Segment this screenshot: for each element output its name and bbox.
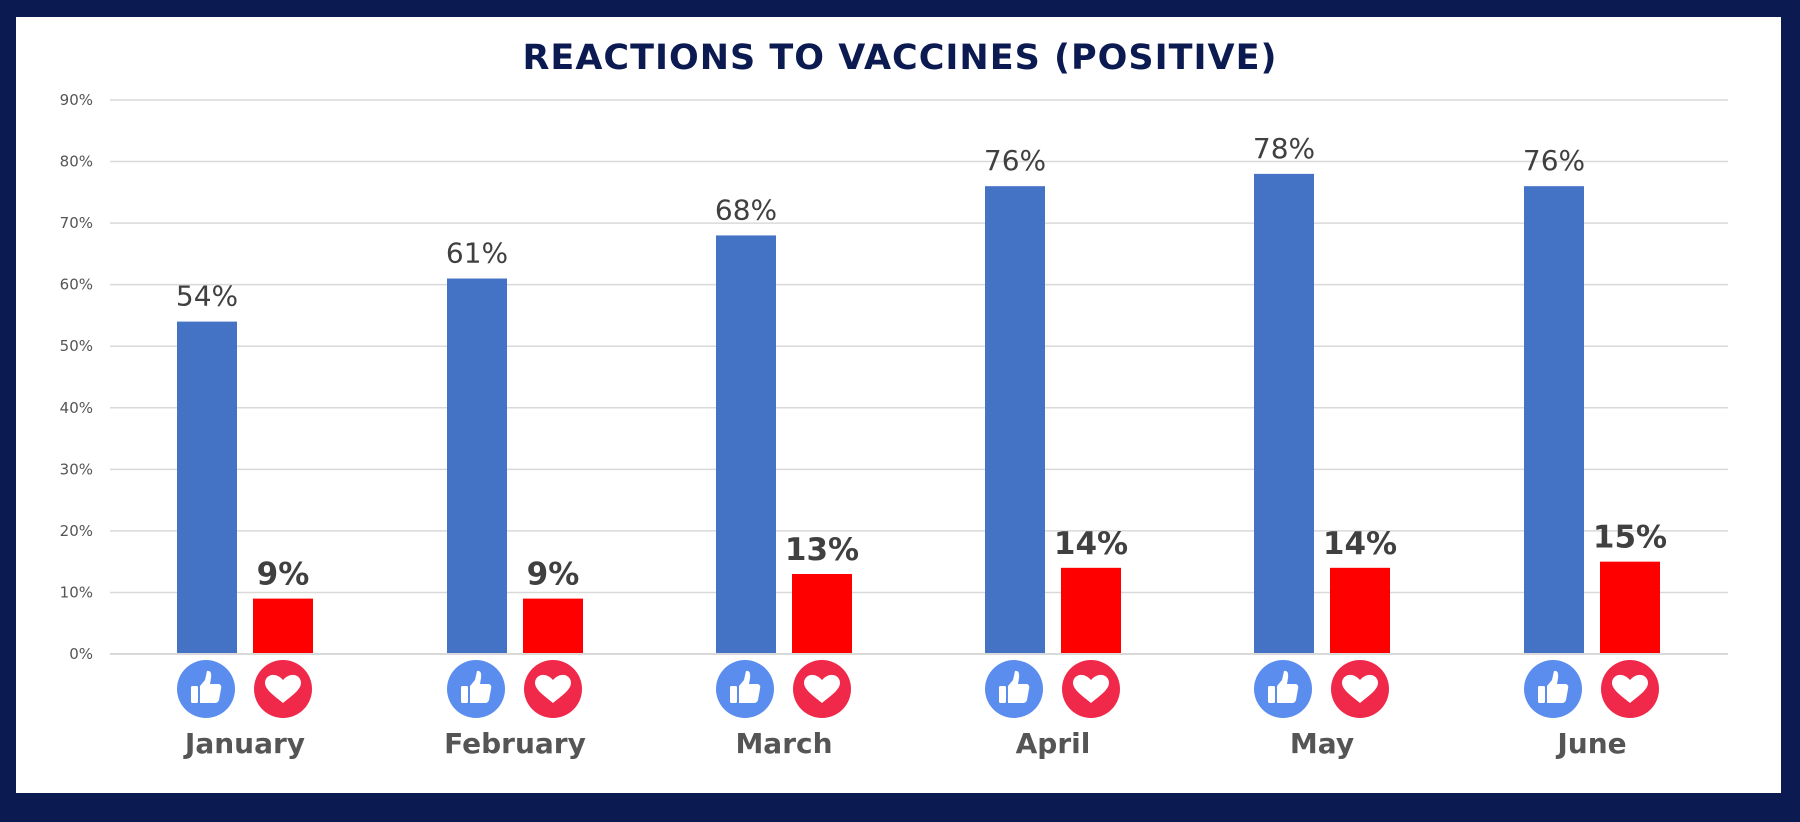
bar-like-march bbox=[716, 235, 776, 654]
thumbs-up-icon bbox=[985, 660, 1043, 718]
x-category-label: March bbox=[735, 727, 832, 760]
x-category-label: May bbox=[1290, 727, 1354, 760]
bar-love-may bbox=[1330, 567, 1390, 654]
y-tick-label: 90% bbox=[60, 91, 93, 109]
bar-love-march bbox=[792, 573, 852, 654]
bar-love-june bbox=[1600, 561, 1660, 654]
y-tick-label: 10% bbox=[60, 583, 93, 601]
data-label-like: 76% bbox=[984, 144, 1046, 177]
chart-title: REACTIONS TO VACCINES (POSITIVE) bbox=[522, 38, 1278, 78]
bar-love-april bbox=[1061, 567, 1121, 654]
heart-icon bbox=[1601, 660, 1659, 718]
y-tick-label: 80% bbox=[60, 153, 93, 171]
data-label-like: 76% bbox=[1523, 144, 1585, 177]
x-category-label: February bbox=[444, 727, 586, 760]
data-label-like: 78% bbox=[1253, 132, 1315, 165]
thumbs-up-icon bbox=[1254, 660, 1312, 718]
thumbs-up-icon bbox=[1524, 660, 1582, 718]
bar-like-may bbox=[1254, 173, 1314, 654]
bar-like-april bbox=[985, 186, 1045, 654]
thumbs-up-icon bbox=[716, 660, 774, 718]
x-category-label: January bbox=[183, 727, 305, 760]
y-tick-label: 70% bbox=[60, 214, 93, 232]
data-label-love: 15% bbox=[1593, 520, 1667, 556]
bar-love-january bbox=[253, 598, 313, 654]
chart-frame bbox=[16, 17, 1781, 793]
bar-love-february bbox=[523, 598, 583, 654]
thumbs-up-icon bbox=[177, 660, 235, 718]
thumbs-up-icon bbox=[447, 660, 505, 718]
heart-icon bbox=[1331, 660, 1389, 718]
y-tick-label: 50% bbox=[60, 337, 93, 355]
y-tick-label: 20% bbox=[60, 522, 93, 540]
data-label-like: 68% bbox=[715, 193, 777, 226]
data-label-love: 14% bbox=[1323, 526, 1397, 562]
heart-icon bbox=[793, 660, 851, 718]
heart-icon bbox=[254, 660, 312, 718]
bar-like-january bbox=[177, 321, 237, 654]
heart-icon bbox=[1062, 660, 1120, 718]
data-label-love: 9% bbox=[527, 557, 580, 593]
bar-like-february bbox=[447, 278, 507, 654]
heart-icon bbox=[524, 660, 582, 718]
y-tick-label: 60% bbox=[60, 276, 93, 294]
data-label-love: 13% bbox=[785, 532, 859, 568]
x-category-label: April bbox=[1016, 727, 1091, 760]
y-tick-label: 30% bbox=[60, 460, 93, 478]
data-label-love: 9% bbox=[257, 557, 310, 593]
y-tick-label: 0% bbox=[69, 645, 93, 663]
data-label-love: 14% bbox=[1054, 526, 1128, 562]
data-label-like: 54% bbox=[176, 280, 238, 313]
data-label-like: 61% bbox=[446, 237, 508, 270]
x-category-label: June bbox=[1555, 727, 1626, 760]
bar-like-june bbox=[1524, 186, 1584, 654]
y-tick-label: 40% bbox=[60, 399, 93, 417]
